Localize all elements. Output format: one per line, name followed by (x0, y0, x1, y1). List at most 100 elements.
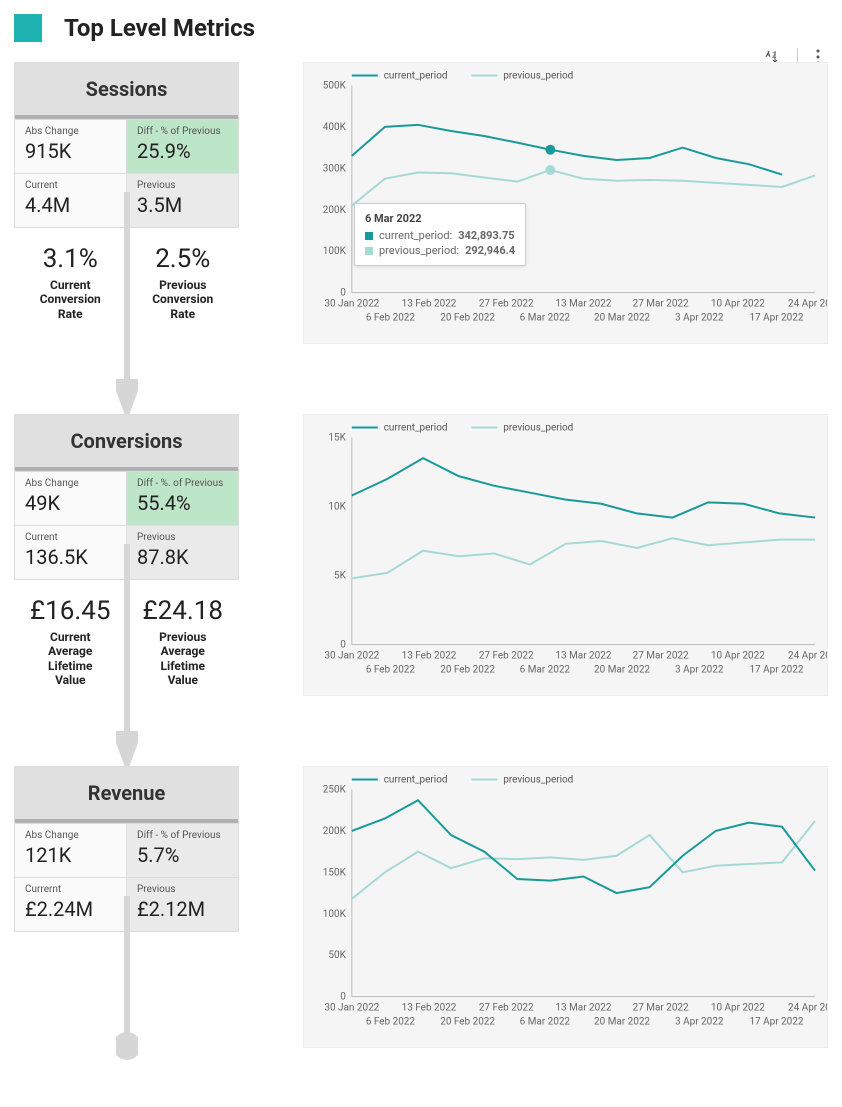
conversions-card-title: Conversions (15, 415, 238, 467)
revenue-card: Revenue Abs Change121K Diff - % of Previ… (14, 766, 239, 932)
svg-text:6 Mar 2022: 6 Mar 2022 (520, 665, 571, 676)
svg-text:50K: 50K (328, 950, 346, 961)
svg-text:0: 0 (340, 640, 346, 651)
current-value: 136.5K (25, 545, 116, 569)
svg-text:10K: 10K (328, 502, 346, 513)
conversions-section: Conversions Abs Change 49K Diff - %. of P… (0, 414, 842, 696)
diff-value: 5.7% (137, 843, 228, 867)
conversions-big-numbers: £16.45 CurrentAverageLifetimeValue £24.18… (14, 596, 239, 688)
svg-text:3 Apr 2022: 3 Apr 2022 (675, 1017, 724, 1028)
svg-text:17 Apr 2022: 17 Apr 2022 (749, 1017, 803, 1028)
abs-change-value: 915K (25, 139, 116, 163)
revenue-cards: Revenue Abs Change121K Diff - % of Previ… (14, 766, 239, 1048)
svg-text:300K: 300K (323, 163, 347, 174)
title-accent-square (14, 14, 42, 42)
previous-conversion-rate: 2.5% (127, 244, 240, 274)
svg-text:13 Mar 2022: 13 Mar 2022 (555, 1003, 611, 1014)
current-label: Current (25, 180, 116, 191)
diff-label: Diff - %. of Previous (137, 478, 228, 489)
current-ltv: £16.45 (14, 596, 127, 626)
abs-change-label: Abs Change (25, 126, 116, 137)
svg-text:100K: 100K (323, 246, 347, 257)
previous-label: Previous (137, 884, 228, 895)
svg-text:13 Mar 2022: 13 Mar 2022 (555, 299, 611, 310)
svg-text:20 Feb 2022: 20 Feb 2022 (440, 1017, 495, 1028)
svg-text:15K: 15K (328, 432, 346, 443)
svg-text:3 Apr 2022: 3 Apr 2022 (675, 313, 724, 324)
svg-text:400K: 400K (323, 122, 347, 133)
previous-ltv: £24.18 (127, 596, 240, 626)
svg-text:6 Feb 2022: 6 Feb 2022 (366, 665, 416, 676)
tooltip-previous-label: previous_period: (379, 244, 459, 257)
previous-conv-label: PreviousConversionRate (127, 278, 240, 321)
svg-text:250K: 250K (323, 784, 347, 795)
svg-text:30 Jan 2022: 30 Jan 2022 (324, 1003, 379, 1014)
svg-text:20 Mar 2022: 20 Mar 2022 (594, 313, 650, 324)
revenue-card-title: Revenue (15, 767, 238, 819)
svg-text:6 Feb 2022: 6 Feb 2022 (366, 313, 416, 324)
svg-text:current_period: current_period (384, 70, 448, 81)
svg-text:30 Jan 2022: 30 Jan 2022 (324, 651, 379, 662)
svg-text:current_period: current_period (384, 774, 448, 785)
conversions-chart[interactable]: 05K10K15K30 Jan 202213 Feb 202227 Feb 20… (303, 414, 828, 696)
revenue-section: Revenue Abs Change121K Diff - % of Previ… (0, 766, 842, 1048)
abs-change-label: Abs Change (25, 830, 116, 841)
svg-text:100K: 100K (323, 909, 347, 920)
current-label: Current (25, 532, 116, 543)
svg-text:6 Feb 2022: 6 Feb 2022 (366, 1017, 416, 1028)
svg-text:3 Apr 2022: 3 Apr 2022 (675, 665, 724, 676)
svg-text:27 Feb 2022: 27 Feb 2022 (479, 651, 534, 662)
diff-label: Diff - % of Previous (137, 126, 228, 137)
chart-tooltip: 6 Mar 2022 current_period: 342,893.75 pr… (354, 203, 526, 266)
tooltip-current-label: current_period: (379, 229, 452, 242)
svg-text:6 Mar 2022: 6 Mar 2022 (520, 1017, 571, 1028)
svg-text:27 Mar 2022: 27 Mar 2022 (633, 299, 689, 310)
svg-text:13 Feb 2022: 13 Feb 2022 (402, 299, 457, 310)
svg-text:10 Apr 2022: 10 Apr 2022 (711, 651, 765, 662)
svg-text:13 Feb 2022: 13 Feb 2022 (402, 651, 457, 662)
previous-value: £2.12M (137, 897, 228, 921)
abs-change-label: Abs Change (25, 478, 116, 489)
svg-text:27 Mar 2022: 27 Mar 2022 (633, 1003, 689, 1014)
previous-ltv-label: PreviousAverageLifetimeValue (127, 630, 240, 688)
svg-text:0: 0 (340, 992, 346, 1003)
svg-text:previous_period: previous_period (503, 422, 573, 433)
svg-text:previous_period: previous_period (503, 774, 573, 785)
svg-text:13 Feb 2022: 13 Feb 2022 (402, 1003, 457, 1014)
current-conv-label: CurrentConversionRate (14, 278, 127, 321)
conversions-cards: Conversions Abs Change 49K Diff - %. of P… (14, 414, 239, 696)
conversions-card: Conversions Abs Change 49K Diff - %. of P… (14, 414, 239, 580)
revenue-chart[interactable]: 050K100K150K200K250K30 Jan 202213 Feb 20… (303, 766, 828, 1048)
sessions-card-title: Sessions (15, 63, 238, 115)
svg-text:200K: 200K (323, 205, 347, 216)
sessions-cards: Sessions Abs Change 915K Diff - % of Prev… (14, 62, 239, 344)
svg-text:17 Apr 2022: 17 Apr 2022 (749, 665, 803, 676)
header: Top Level Metrics (0, 0, 842, 50)
diff-label: Diff - % of Previous (137, 830, 228, 841)
current-value: £2.24M (25, 897, 116, 921)
svg-text:30 Jan 2022: 30 Jan 2022 (324, 299, 379, 310)
svg-text:24 Apr 2022: 24 Apr 2022 (788, 299, 827, 310)
svg-text:150K: 150K (323, 867, 347, 878)
diff-value: 55.4% (137, 491, 228, 515)
current-label: Currernt (25, 884, 116, 895)
current-value: 4.4M (25, 193, 116, 217)
tooltip-previous-value: 292,946.4 (465, 244, 515, 257)
sessions-card: Sessions Abs Change 915K Diff - % of Prev… (14, 62, 239, 228)
svg-text:27 Feb 2022: 27 Feb 2022 (479, 299, 534, 310)
current-ltv-label: CurrentAverageLifetimeValue (14, 630, 127, 688)
diff-value: 25.9% (137, 139, 228, 163)
svg-text:previous_period: previous_period (503, 70, 573, 81)
svg-text:500K: 500K (323, 80, 347, 91)
sessions-section: Sessions Abs Change 915K Diff - % of Prev… (0, 62, 842, 344)
abs-change-value: 49K (25, 491, 116, 515)
svg-text:13 Mar 2022: 13 Mar 2022 (555, 651, 611, 662)
svg-text:6 Mar 2022: 6 Mar 2022 (520, 313, 571, 324)
previous-label: Previous (137, 532, 228, 543)
sessions-chart[interactable]: 0100K200K300K400K500K30 Jan 202213 Feb 2… (303, 62, 828, 344)
svg-text:27 Feb 2022: 27 Feb 2022 (479, 1003, 534, 1014)
svg-text:current_period: current_period (384, 422, 448, 433)
svg-text:24 Apr 2022: 24 Apr 2022 (788, 1003, 827, 1014)
svg-text:27 Mar 2022: 27 Mar 2022 (633, 651, 689, 662)
page-title: Top Level Metrics (64, 14, 255, 42)
